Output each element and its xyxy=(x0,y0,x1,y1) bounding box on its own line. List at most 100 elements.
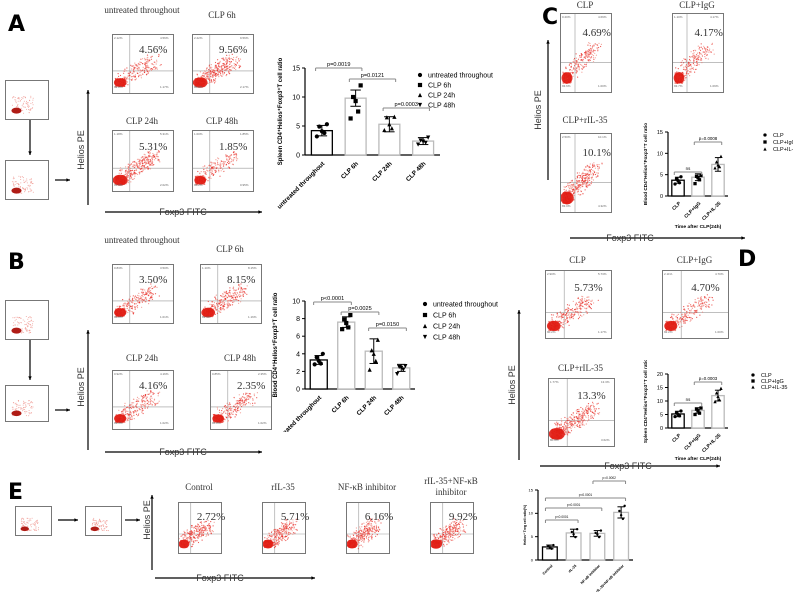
quadrant-q1-value: 1.00% xyxy=(194,132,203,136)
data-point xyxy=(351,94,356,100)
data-point xyxy=(693,181,697,186)
legend-item: CLP 6h xyxy=(428,82,451,89)
quadrant-q1-value: 1.77% xyxy=(550,380,559,384)
flow-plot-title: CLP xyxy=(576,0,594,10)
quadrant-percentage: 6.16% xyxy=(364,511,394,523)
y-tick-label: 10 xyxy=(292,94,300,101)
quadrant-q2-value: 5.73% xyxy=(598,272,607,276)
data-point xyxy=(699,406,703,410)
data-point xyxy=(346,325,351,330)
dense-population xyxy=(664,321,678,331)
quadrant-q4-value: 80.9% xyxy=(550,438,559,442)
flow-plot-title: NF-κB inhibitor xyxy=(337,482,397,492)
flow-scatter xyxy=(347,503,389,553)
data-point xyxy=(570,530,574,534)
data-point xyxy=(763,147,767,151)
quadrant-q4-value: 96.2% xyxy=(194,183,203,187)
quadrant-q2-value: 8.15% xyxy=(248,266,257,270)
flow-plot-title: CLP+IgG xyxy=(676,255,713,265)
data-point xyxy=(417,72,423,78)
gating-scatter xyxy=(11,316,34,334)
quadrant-q3-value: 1.09% xyxy=(710,84,719,88)
legend-item: untreated throughout xyxy=(433,301,498,308)
x-axis-label: Foxp3 FITC xyxy=(604,461,652,471)
gated-population xyxy=(90,526,99,532)
gating-plot-2 xyxy=(5,160,49,200)
legend-item: untreated throughout xyxy=(428,72,493,79)
y-tick-label: 10 xyxy=(529,511,534,516)
y-axis-label: Helios PE xyxy=(76,367,86,407)
data-point xyxy=(317,124,322,129)
quadrant-percentage: 1.85% xyxy=(219,140,248,153)
dense-population xyxy=(431,539,443,549)
dense-population xyxy=(113,78,127,88)
data-point xyxy=(353,98,358,104)
x-axis-arrow-icon-head xyxy=(258,450,262,454)
p-value-label: p<0.0001 xyxy=(321,296,345,302)
legend-item: CLP 6h xyxy=(433,312,456,319)
quadrant-q2-value: 5.31% xyxy=(160,132,169,136)
quadrant-q3-value: 1.17% xyxy=(598,330,607,334)
data-point xyxy=(416,142,421,147)
legend-item: CLP 24h xyxy=(428,92,455,99)
data-point xyxy=(713,166,717,170)
flow-plot-title: CLP 24h xyxy=(126,353,158,363)
quadrant-q4-value: 95.8% xyxy=(212,421,221,425)
legend-item: CLP 48h xyxy=(428,102,455,109)
data-point xyxy=(422,312,428,318)
quadrant-q1-value: 2.90% xyxy=(547,272,556,276)
x-tick-label: CLP xyxy=(671,200,683,212)
flow-plot-title: CLP+rIL-35 xyxy=(557,363,604,373)
data-point xyxy=(697,411,702,415)
x-axis-title: Time after CLP(24h) xyxy=(675,456,722,462)
y-axis-arrow-icon-head xyxy=(86,330,90,334)
p-value-label: p=0.0008 xyxy=(699,136,718,141)
data-point xyxy=(403,364,408,369)
data-point xyxy=(673,182,677,186)
quadrant-q3-value: 1.17% xyxy=(160,85,169,89)
flow-scatter xyxy=(673,14,723,92)
flow-plot xyxy=(112,370,174,430)
dense-population xyxy=(263,539,274,549)
data-point xyxy=(574,535,577,539)
data-point xyxy=(322,130,327,136)
quadrant-percentage: 4.56% xyxy=(139,44,168,57)
gating-arrow-icon-head xyxy=(136,518,140,522)
legend-item: CLP 24h xyxy=(433,323,460,330)
data-point xyxy=(717,164,722,169)
y-tick-label: 10 xyxy=(657,151,663,157)
quadrant-percentage: 4.69% xyxy=(582,27,611,40)
flow-plot-title: CLP 24h xyxy=(126,116,158,126)
data-point xyxy=(389,126,394,131)
data-point xyxy=(312,362,317,367)
y-axis-label: Helios PE xyxy=(142,500,152,540)
flow-plot-title: CLP 6h xyxy=(216,244,244,254)
x-tick-label: CLP xyxy=(671,432,683,444)
flow-plot xyxy=(178,502,222,554)
data-point xyxy=(619,514,623,517)
x-axis-label: Foxp3 FITC xyxy=(196,573,244,583)
flow-plot-title: CLP 6h xyxy=(208,10,236,20)
quadrant-q2-value: 13.3% xyxy=(601,380,610,384)
data-point xyxy=(550,547,553,550)
panel-label-b: B xyxy=(8,250,25,275)
bar-chart-e: 0 5 10 15 Helios⁺ Treg cell ratio(%) Control r… xyxy=(523,476,633,592)
dense-population xyxy=(561,72,573,84)
flow-plot-title: rIL-35+NF-κB inhibitor xyxy=(424,476,478,497)
quadrant-q4-value: 93.6% xyxy=(562,84,571,88)
quadrant-percentage: 3.50% xyxy=(139,274,168,287)
flow-scatter xyxy=(263,503,305,553)
data-point xyxy=(548,546,552,549)
data-point xyxy=(677,181,682,185)
data-point xyxy=(417,82,423,88)
quadrant-q1-value: 0.20% xyxy=(562,15,571,19)
quadrant-percentage: 10.1% xyxy=(582,147,611,160)
quadrant-q4-value: 91.5% xyxy=(114,183,123,187)
gating-plot-1 xyxy=(5,300,49,340)
y-tick-label: 0 xyxy=(660,194,663,200)
gating-scatter xyxy=(90,517,109,532)
quadrant-q3-value: 1.16% xyxy=(248,315,257,319)
data-point xyxy=(696,409,700,413)
flow-scatter xyxy=(113,371,173,429)
data-point xyxy=(716,394,720,399)
